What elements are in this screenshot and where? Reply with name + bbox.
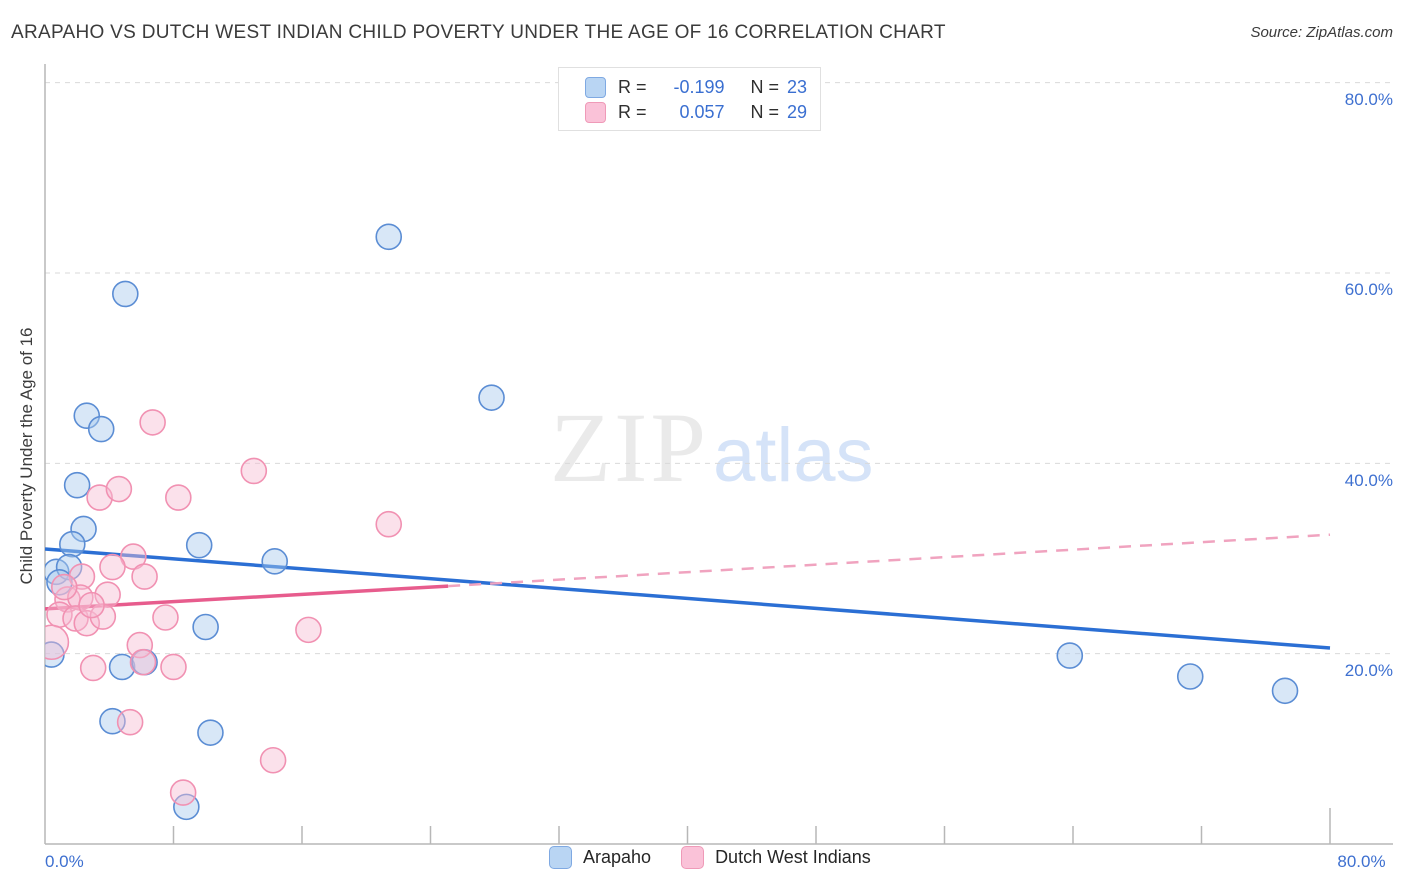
arapaho-point[interactable]: [1176, 663, 1204, 690]
arapaho-point[interactable]: [73, 402, 101, 430]
n-label: N =: [750, 77, 780, 97]
series-legend: Arapaho Dutch West Indians: [549, 846, 871, 869]
dutch-west-indians-point[interactable]: [152, 604, 179, 631]
arapaho-point[interactable]: [108, 653, 136, 681]
y-axis-title: Child Poverty Under the Age of 16: [17, 327, 36, 585]
n-value-arapaho: 23: [787, 77, 808, 97]
legend-item-arapaho[interactable]: Arapaho: [549, 846, 651, 869]
arapaho-point[interactable]: [87, 415, 115, 443]
arapaho-point[interactable]: [1056, 642, 1084, 669]
n-label: N =: [750, 102, 780, 122]
dutch-west-indians-legend-swatch-icon: [681, 846, 705, 869]
y-axis-label-20: 20.0%: [1344, 661, 1393, 680]
dutch-west-indians-point[interactable]: [259, 746, 287, 774]
arapaho-point[interactable]: [112, 280, 139, 308]
y-axis-label-80: 80.0%: [1344, 90, 1393, 109]
r-label: R =: [618, 102, 647, 122]
arapaho-point[interactable]: [59, 530, 86, 558]
arapaho-point[interactable]: [1271, 677, 1299, 705]
dutch-west-indians-point[interactable]: [129, 648, 157, 676]
legend-item-dutch-west-indians[interactable]: Dutch West Indians: [681, 846, 871, 869]
dutch-west-indians-swatch-icon: [585, 102, 606, 123]
dutch-west-indians-point[interactable]: [169, 779, 197, 806]
source-attribution: Source: ZipAtlas.com: [1250, 24, 1393, 41]
n-value-dutch-west-indians: 29: [787, 102, 808, 122]
legend-item-label: Dutch West Indians: [715, 847, 871, 867]
r-label: R =: [618, 77, 647, 97]
dutch-west-indians-point[interactable]: [89, 603, 117, 630]
arapaho-point[interactable]: [478, 384, 505, 411]
dutch-west-indians-point[interactable]: [105, 475, 133, 503]
correlation-legend: R = -0.199 N = 23 R = 0.057 N = 29: [558, 67, 821, 131]
dutch-west-indians-trend-line-extrapolated: [448, 533, 1331, 588]
dutch-west-indians-point[interactable]: [78, 591, 105, 619]
y-axis-label-60: 60.0%: [1344, 280, 1393, 299]
dutch-west-indians-point[interactable]: [79, 654, 107, 682]
arapaho-point[interactable]: [197, 719, 224, 746]
legend-row-dutch-west-indians: R = 0.057 N = 29: [585, 100, 820, 125]
dutch-west-indians-point[interactable]: [34, 624, 70, 661]
arapaho-point[interactable]: [46, 568, 73, 596]
arapaho-legend-swatch-icon: [549, 846, 572, 869]
x-axis-label-0: 0.0%: [45, 852, 84, 871]
dutch-west-indians-point[interactable]: [94, 581, 121, 608]
x-axis-label-80: 80.0%: [1337, 852, 1386, 871]
r-value-dutch-west-indians: 0.057: [679, 102, 725, 122]
dutch-west-indians-point[interactable]: [139, 409, 166, 436]
dutch-west-indians-point[interactable]: [50, 573, 78, 601]
legend-item-label: Arapaho: [583, 847, 652, 867]
dutch-west-indians-point[interactable]: [295, 616, 322, 644]
dutch-west-indians-point[interactable]: [120, 543, 147, 570]
arapaho-point[interactable]: [261, 548, 288, 575]
arapaho-point[interactable]: [185, 531, 213, 559]
dutch-west-indians-point[interactable]: [375, 510, 403, 538]
arapaho-point[interactable]: [375, 223, 403, 251]
dutch-west-indians-point[interactable]: [165, 484, 192, 511]
r-value-arapaho: -0.199: [673, 77, 725, 97]
dutch-west-indians-trend-line: [45, 584, 449, 611]
dutch-west-indians-point[interactable]: [160, 653, 187, 681]
arapaho-swatch-icon: [585, 77, 606, 98]
page-title: ARAPAHO VS DUTCH WEST INDIAN CHILD POVER…: [11, 22, 946, 43]
arapaho-point[interactable]: [63, 471, 91, 499]
dutch-west-indians-point[interactable]: [240, 457, 268, 485]
dutch-west-indians-point[interactable]: [126, 631, 154, 659]
legend-row-arapaho: R = -0.199 N = 23: [585, 75, 820, 100]
dutch-west-indians-point[interactable]: [131, 563, 158, 590]
dutch-west-indians-point[interactable]: [116, 708, 144, 736]
y-axis-label-40: 40.0%: [1344, 471, 1393, 490]
arapaho-point[interactable]: [192, 613, 219, 641]
arapaho-point[interactable]: [70, 515, 97, 543]
dutch-west-indians-point[interactable]: [99, 553, 126, 581]
arapaho-trend-line: [45, 547, 1331, 650]
